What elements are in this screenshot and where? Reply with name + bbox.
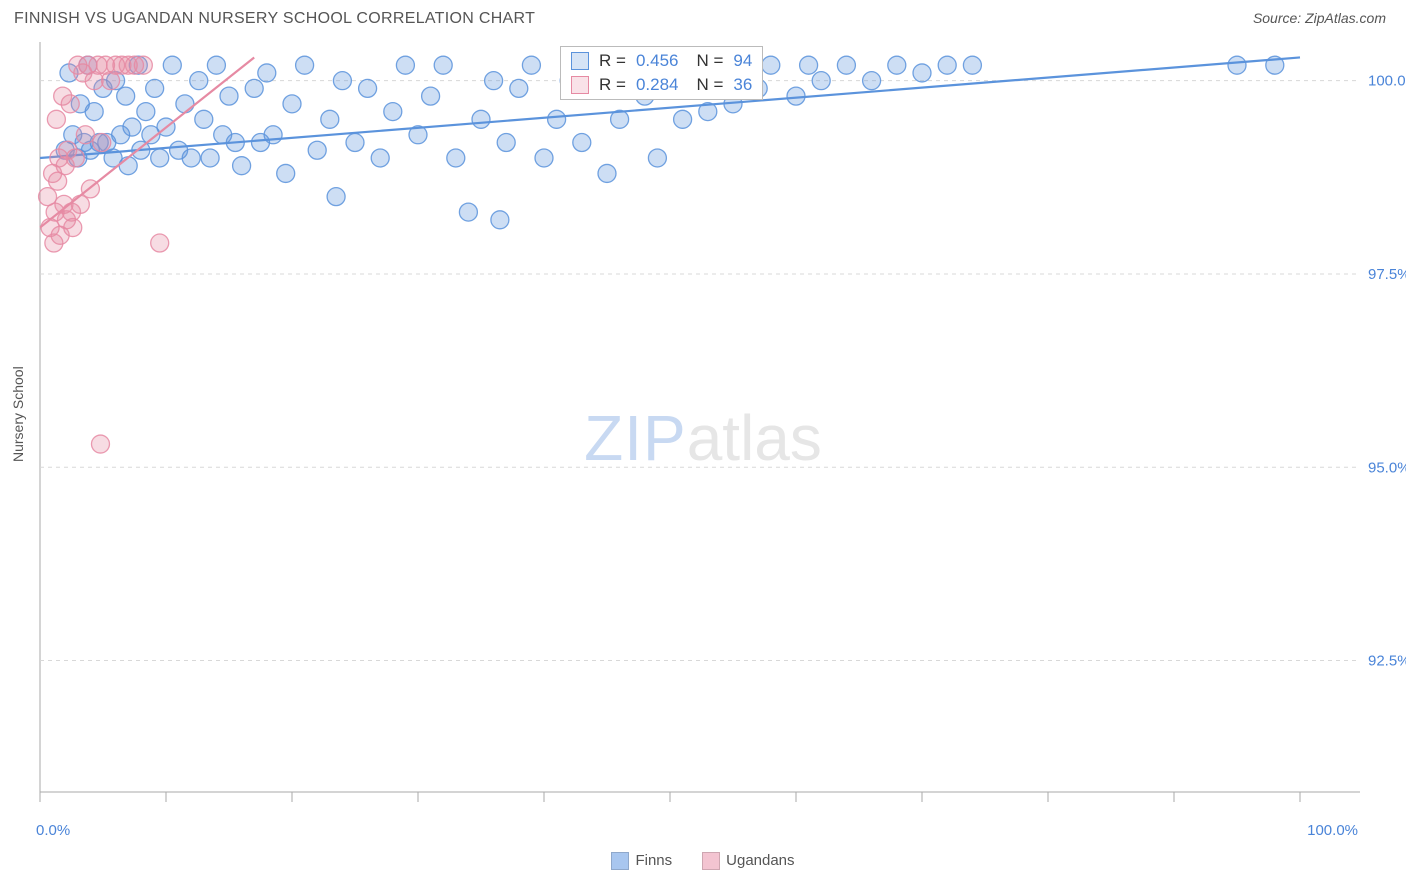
chart-title: FINNISH VS UGANDAN NURSERY SCHOOL CORREL… [14,10,535,28]
svg-text:92.5%: 92.5% [1368,653,1406,670]
x-min-label: 0.0% [36,822,70,839]
bottom-legend: FinnsUgandans [0,844,1406,870]
correlation-infobox: R =0.456 N =94 R =0.284 N =36 [560,46,763,100]
svg-text:95.0%: 95.0% [1368,459,1406,476]
chart-area: Nursery School ZIPatlas 92.5%95.0%97.5%1… [0,32,1406,844]
x-max-label: 100.0% [1307,822,1358,839]
svg-text:100.0%: 100.0% [1368,73,1406,90]
scatter-plot: 92.5% 95.0% 97.5% 100.0% [0,32,1406,822]
y-axis-label: Nursery School [10,366,26,462]
x-axis-labels: 0.0% 100.0% [0,822,1406,844]
svg-text:97.5%: 97.5% [1368,266,1406,283]
source-text: Source: ZipAtlas.com [1253,10,1386,28]
